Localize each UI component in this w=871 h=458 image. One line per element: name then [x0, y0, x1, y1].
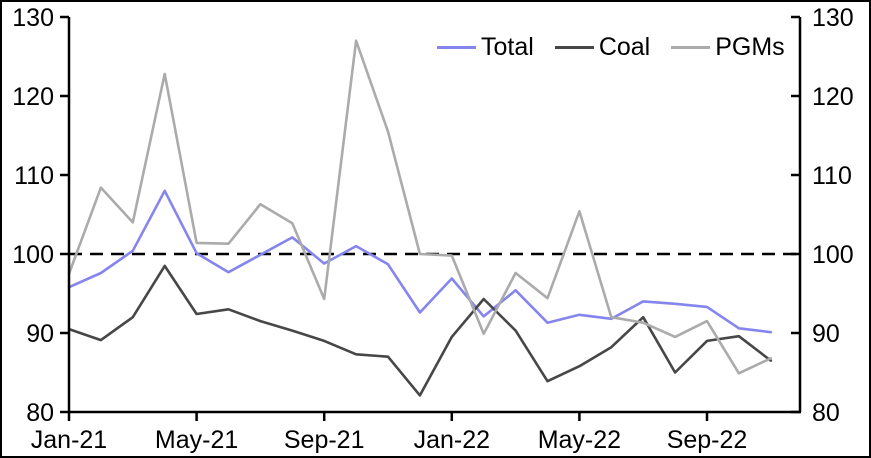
- y-axis-label-left: 90: [26, 320, 54, 348]
- x-axis-label: Sep-22: [667, 426, 748, 454]
- y-axis-label-left: 80: [26, 399, 54, 427]
- total-line-swatch: [437, 45, 476, 49]
- legend-item-total: Total: [437, 32, 534, 62]
- coal-line-swatch: [554, 45, 594, 49]
- y-axis-label-left: 100: [12, 241, 54, 269]
- y-axis-label-right: 80: [812, 399, 840, 427]
- legend-item-pgms: PGMs: [671, 32, 785, 62]
- y-axis-label-right: 130: [812, 4, 854, 32]
- y-axis-label-right: 90: [812, 320, 840, 348]
- x-axis-label: Sep-21: [284, 426, 365, 454]
- y-axis-label-right: 100: [812, 241, 854, 269]
- y-axis-label-right: 120: [812, 83, 854, 111]
- x-axis-label: Jan-21: [31, 426, 107, 454]
- x-axis-label: Jan-22: [414, 426, 490, 454]
- series-line-coal: [67, 264, 773, 397]
- series-line-pgms: [67, 39, 773, 375]
- legend: Total Coal PGMs: [437, 32, 785, 62]
- legend-label-coal: Coal: [598, 33, 651, 61]
- legend-label-pgms: PGMs: [715, 33, 785, 61]
- x-axis-label: May-22: [538, 426, 621, 454]
- x-axis-label: May-21: [155, 426, 238, 454]
- y-axis-label-left: 130: [12, 4, 54, 32]
- legend-item-coal: Coal: [554, 32, 651, 62]
- pgms-line-swatch: [671, 45, 711, 49]
- series-line-total: [67, 189, 773, 334]
- y-axis-label-left: 110: [14, 162, 54, 190]
- y-axis-label-left: 120: [12, 83, 54, 111]
- y-axis-label-right: 110: [812, 162, 852, 190]
- legend-label-total: Total: [481, 33, 534, 61]
